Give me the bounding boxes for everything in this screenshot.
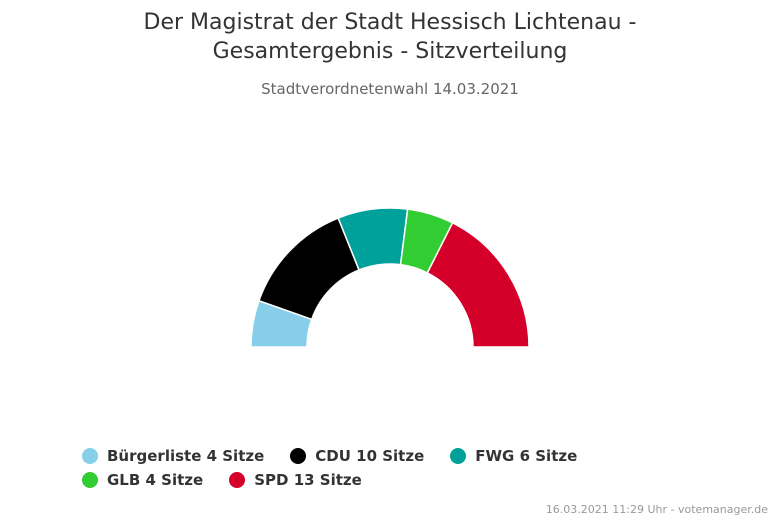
legend-dot-icon [450,448,467,464]
legend-item-b-rgerliste[interactable]: Bürgerliste 4 Sitze [82,446,264,466]
chart-subtitle: Stadtverordnetenwahl 14.03.2021 [261,80,519,98]
legend-dot-icon [229,472,246,488]
chart-title: Der Magistrat der Stadt Hessisch Lichten… [0,8,780,66]
chart-title-line-2: Gesamtergebnis - Sitzverteilung [212,39,568,64]
legend-dot-icon [82,472,98,488]
legend-item-cdu[interactable]: CDU 10 Sitze [290,446,424,466]
legend-label: SPD 13 Sitze [254,471,362,489]
seat-segment-spd[interactable] [426,221,530,348]
legend-dot-icon [290,448,307,464]
legend-item-fwg[interactable]: FWG 6 Sitze [450,446,577,466]
legend-label: FWG 6 Sitze [475,447,578,465]
footer-credit: 16.03.2021 11:29 Uhr - votemanager.de [545,503,768,516]
legend-label: Bürgerliste 4 Sitze [107,447,265,465]
chart-legend: Bürgerliste 4 Sitze CDU 10 Sitze FWG 6 Sit… [82,446,722,490]
legend-item-spd[interactable]: SPD 13 Sitze [229,470,362,490]
legend-item-glb[interactable]: GLB 4 Sitze [82,470,203,490]
legend-dot-icon [82,448,98,464]
chart-title-line-1: Der Magistrat der Stadt Hessisch Lichten… [143,10,637,35]
legend-label: CDU 10 Sitze [315,447,425,465]
legend-label: GLB 4 Sitze [107,471,204,489]
